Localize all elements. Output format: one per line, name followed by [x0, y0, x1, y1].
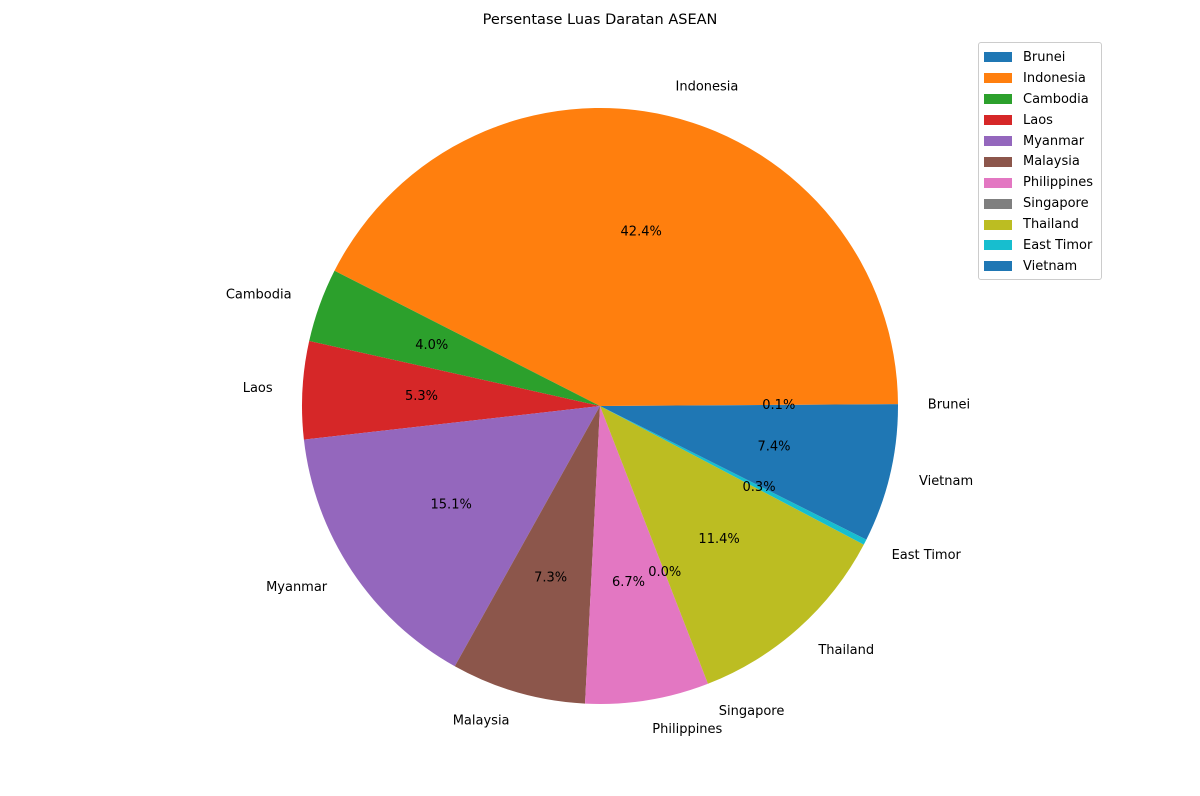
legend-label: Indonesia [1023, 70, 1086, 86]
slice-label-indonesia: Indonesia [676, 80, 739, 95]
legend-label: Malaysia [1023, 154, 1080, 170]
percent-label-indonesia: 42.4% [621, 225, 662, 240]
pie-slice-myanmar [303, 406, 600, 667]
legend-item-thailand: Thailand [979, 214, 1101, 235]
percent-label-singapore: 0.0% [648, 565, 681, 580]
slice-labels: Brunei Indonesia Cambodia Laos Myanmar Malays… [226, 80, 973, 738]
pie-slice-laos [302, 340, 600, 440]
percent-label-myanmar: 15.1% [431, 498, 472, 513]
pie-slices [302, 107, 898, 704]
slice-label-malaysia: Malaysia [453, 714, 510, 729]
legend: Brunei Indonesia Cambodia Laos Myanmar Malays… [978, 42, 1102, 280]
legend-item-east-timor: East Timor [979, 235, 1101, 256]
legend-swatch [984, 115, 1012, 126]
legend-label: Cambodia [1023, 91, 1089, 107]
slice-label-singapore: Singapore [719, 704, 785, 719]
legend-label: Brunei [1023, 49, 1066, 65]
legend-label: Philippines [1023, 175, 1094, 191]
legend-swatch [984, 177, 1012, 188]
slice-label-myanmar: Myanmar [266, 580, 328, 595]
legend-swatch [984, 198, 1012, 209]
legend-swatch [984, 136, 1012, 146]
legend-label: Singapore [1023, 196, 1089, 212]
legend-item-brunei: Brunei [979, 47, 1101, 68]
pie-slice-malaysia [454, 406, 600, 704]
pie-slice-philippines [585, 406, 708, 704]
slice-label-cambodia: Cambodia [226, 287, 292, 302]
slice-label-vietnam: Vietnam [919, 474, 973, 489]
percent-labels: 0.1% 42.4% 4.0% 5.3% 15.1% 7.3% 6.7%0.0% 11.4% 0… [405, 225, 795, 590]
legend-item-singapore: Singapore [979, 193, 1101, 214]
percent-label-vietnam: 7.4% [757, 440, 790, 455]
legend-item-vietnam: Vietnam [979, 256, 1101, 277]
pie-slice-cambodia [309, 270, 600, 406]
percent-label-thailand: 11.4% [698, 532, 739, 547]
percent-label-laos: 5.3% [405, 389, 438, 404]
legend-label: Myanmar [1023, 133, 1085, 149]
percent-label-brunei: 0.1% [762, 398, 795, 413]
chart-title: Persentase Luas Daratan ASEAN [482, 12, 718, 28]
slice-label-thailand: Thailand [817, 643, 874, 658]
legend-swatch [984, 73, 1012, 84]
percent-label-east-timor: 0.3% [743, 480, 776, 495]
legend-swatch [984, 240, 1012, 251]
legend-item-indonesia: Indonesia [979, 68, 1101, 89]
pie-slice-vietnam [600, 406, 898, 540]
slice-label-east-timor: East Timor [892, 548, 962, 563]
pie-slice-east-timor [600, 406, 867, 545]
slice-label-brunei: Brunei [928, 397, 970, 412]
percent-label-malaysia: 7.3% [534, 570, 567, 585]
slice-label-laos: Laos [243, 381, 273, 396]
legend-label: Thailand [1023, 217, 1079, 233]
legend-item-cambodia: Cambodia [979, 89, 1101, 110]
percent-label-philippines: 6.7% [612, 575, 645, 590]
legend-swatch [984, 219, 1012, 230]
pie-slice-brunei [600, 404, 898, 406]
legend-swatch [984, 52, 1012, 63]
legend-item-malaysia: Malaysia [979, 151, 1101, 172]
legend-label: East Timor [1023, 237, 1093, 253]
legend-swatch [984, 156, 1012, 167]
pie-slice-thailand [600, 406, 864, 684]
pie-slice-indonesia [334, 107, 898, 407]
legend-label: Laos [1023, 112, 1053, 128]
legend-item-philippines: Philippines [979, 172, 1101, 193]
legend-label: Vietnam [1023, 258, 1078, 274]
legend-swatch [984, 261, 1012, 272]
slice-label-philippines: Philippines [652, 722, 722, 737]
legend-swatch [984, 94, 1012, 105]
percent-label-cambodia: 4.0% [415, 338, 448, 353]
legend-item-laos: Laos [979, 110, 1101, 131]
legend-item-myanmar: Myanmar [979, 131, 1101, 152]
